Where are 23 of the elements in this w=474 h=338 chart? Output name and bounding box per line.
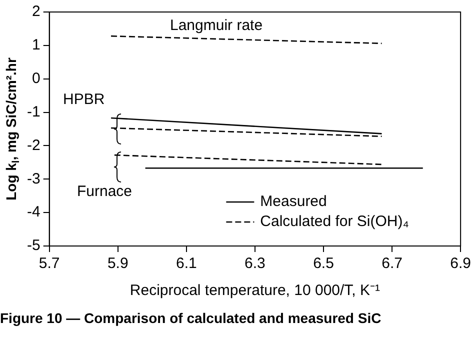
legend-label: Calculated for Si(OH)₄: [260, 213, 409, 230]
annotation: Furnace: [77, 183, 132, 200]
y-tick-label: -2: [26, 136, 40, 154]
caption: Figure 10 — Comparison of calculated and measured SiC: [0, 310, 382, 326]
y-tick-label: -4: [26, 204, 40, 221]
x-tick-label: 6.9: [450, 255, 472, 272]
y-tick-label: -1: [26, 103, 40, 120]
x-tick-label: 6.7: [382, 255, 402, 272]
y-tick-label: -3: [26, 170, 40, 188]
y-tick-label: 0: [32, 70, 40, 87]
legend-label: Measured: [260, 193, 327, 210]
annotation: Langmuir rate: [170, 17, 263, 34]
annotation: HPBR: [63, 91, 105, 108]
x-axis-title: Reciprocal temperature, 10 000/T, K⁻¹: [130, 282, 380, 300]
y-tick-label: 2: [32, 3, 40, 20]
y-tick-label: 1: [32, 36, 40, 54]
x-tick-label: 6.1: [176, 255, 197, 272]
y-tick-label: -5: [26, 237, 40, 254]
y-axis-title: Log kl, mg SiC/cm².hr: [2, 57, 22, 200]
x-tick-label: 6.5: [313, 255, 334, 272]
x-tick-label: 6.3: [244, 255, 266, 272]
x-tick-label: 5.7: [38, 255, 60, 272]
x-tick-label: 5.9: [107, 255, 128, 272]
